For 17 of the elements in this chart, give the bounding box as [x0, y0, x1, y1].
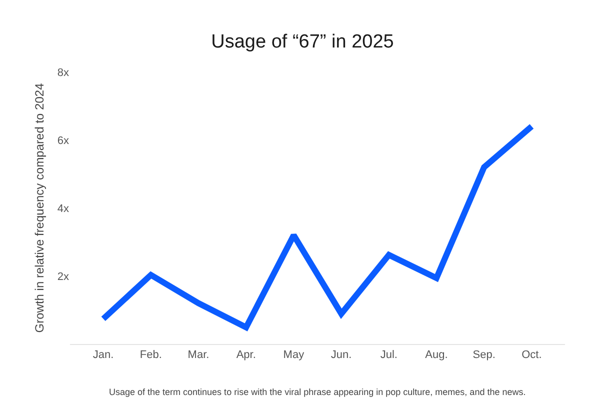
x-tick-label: Aug.	[425, 349, 448, 362]
x-tick-label: Oct.	[522, 349, 542, 362]
x-tick-label: May	[283, 349, 305, 362]
text: Usage of the term continues to rise with the viral phrase appearing in pop culture, memes, and the news.	[109, 387, 526, 397]
y-tick-label: 6x	[57, 134, 70, 147]
x-tick-label: Apr.	[236, 349, 256, 362]
x-tick-label: Jul.	[380, 349, 398, 362]
y-tick-label: 8x	[57, 66, 70, 79]
chart-title: Usage of “67” in 2025	[211, 31, 394, 52]
x-tick-label: Jan.	[92, 349, 114, 362]
x-tick-label: Sep.	[472, 349, 496, 362]
y-tick-label: 2x	[57, 270, 70, 283]
y-axis-title: Growth in relative frequency compared to 2024	[32, 82, 47, 333]
y-tick-label: 4x	[57, 202, 70, 215]
x-tick-label: Mar.	[188, 349, 210, 362]
x-tick-label: Jun.	[330, 349, 352, 362]
x-tick-label: Feb.	[140, 349, 162, 362]
